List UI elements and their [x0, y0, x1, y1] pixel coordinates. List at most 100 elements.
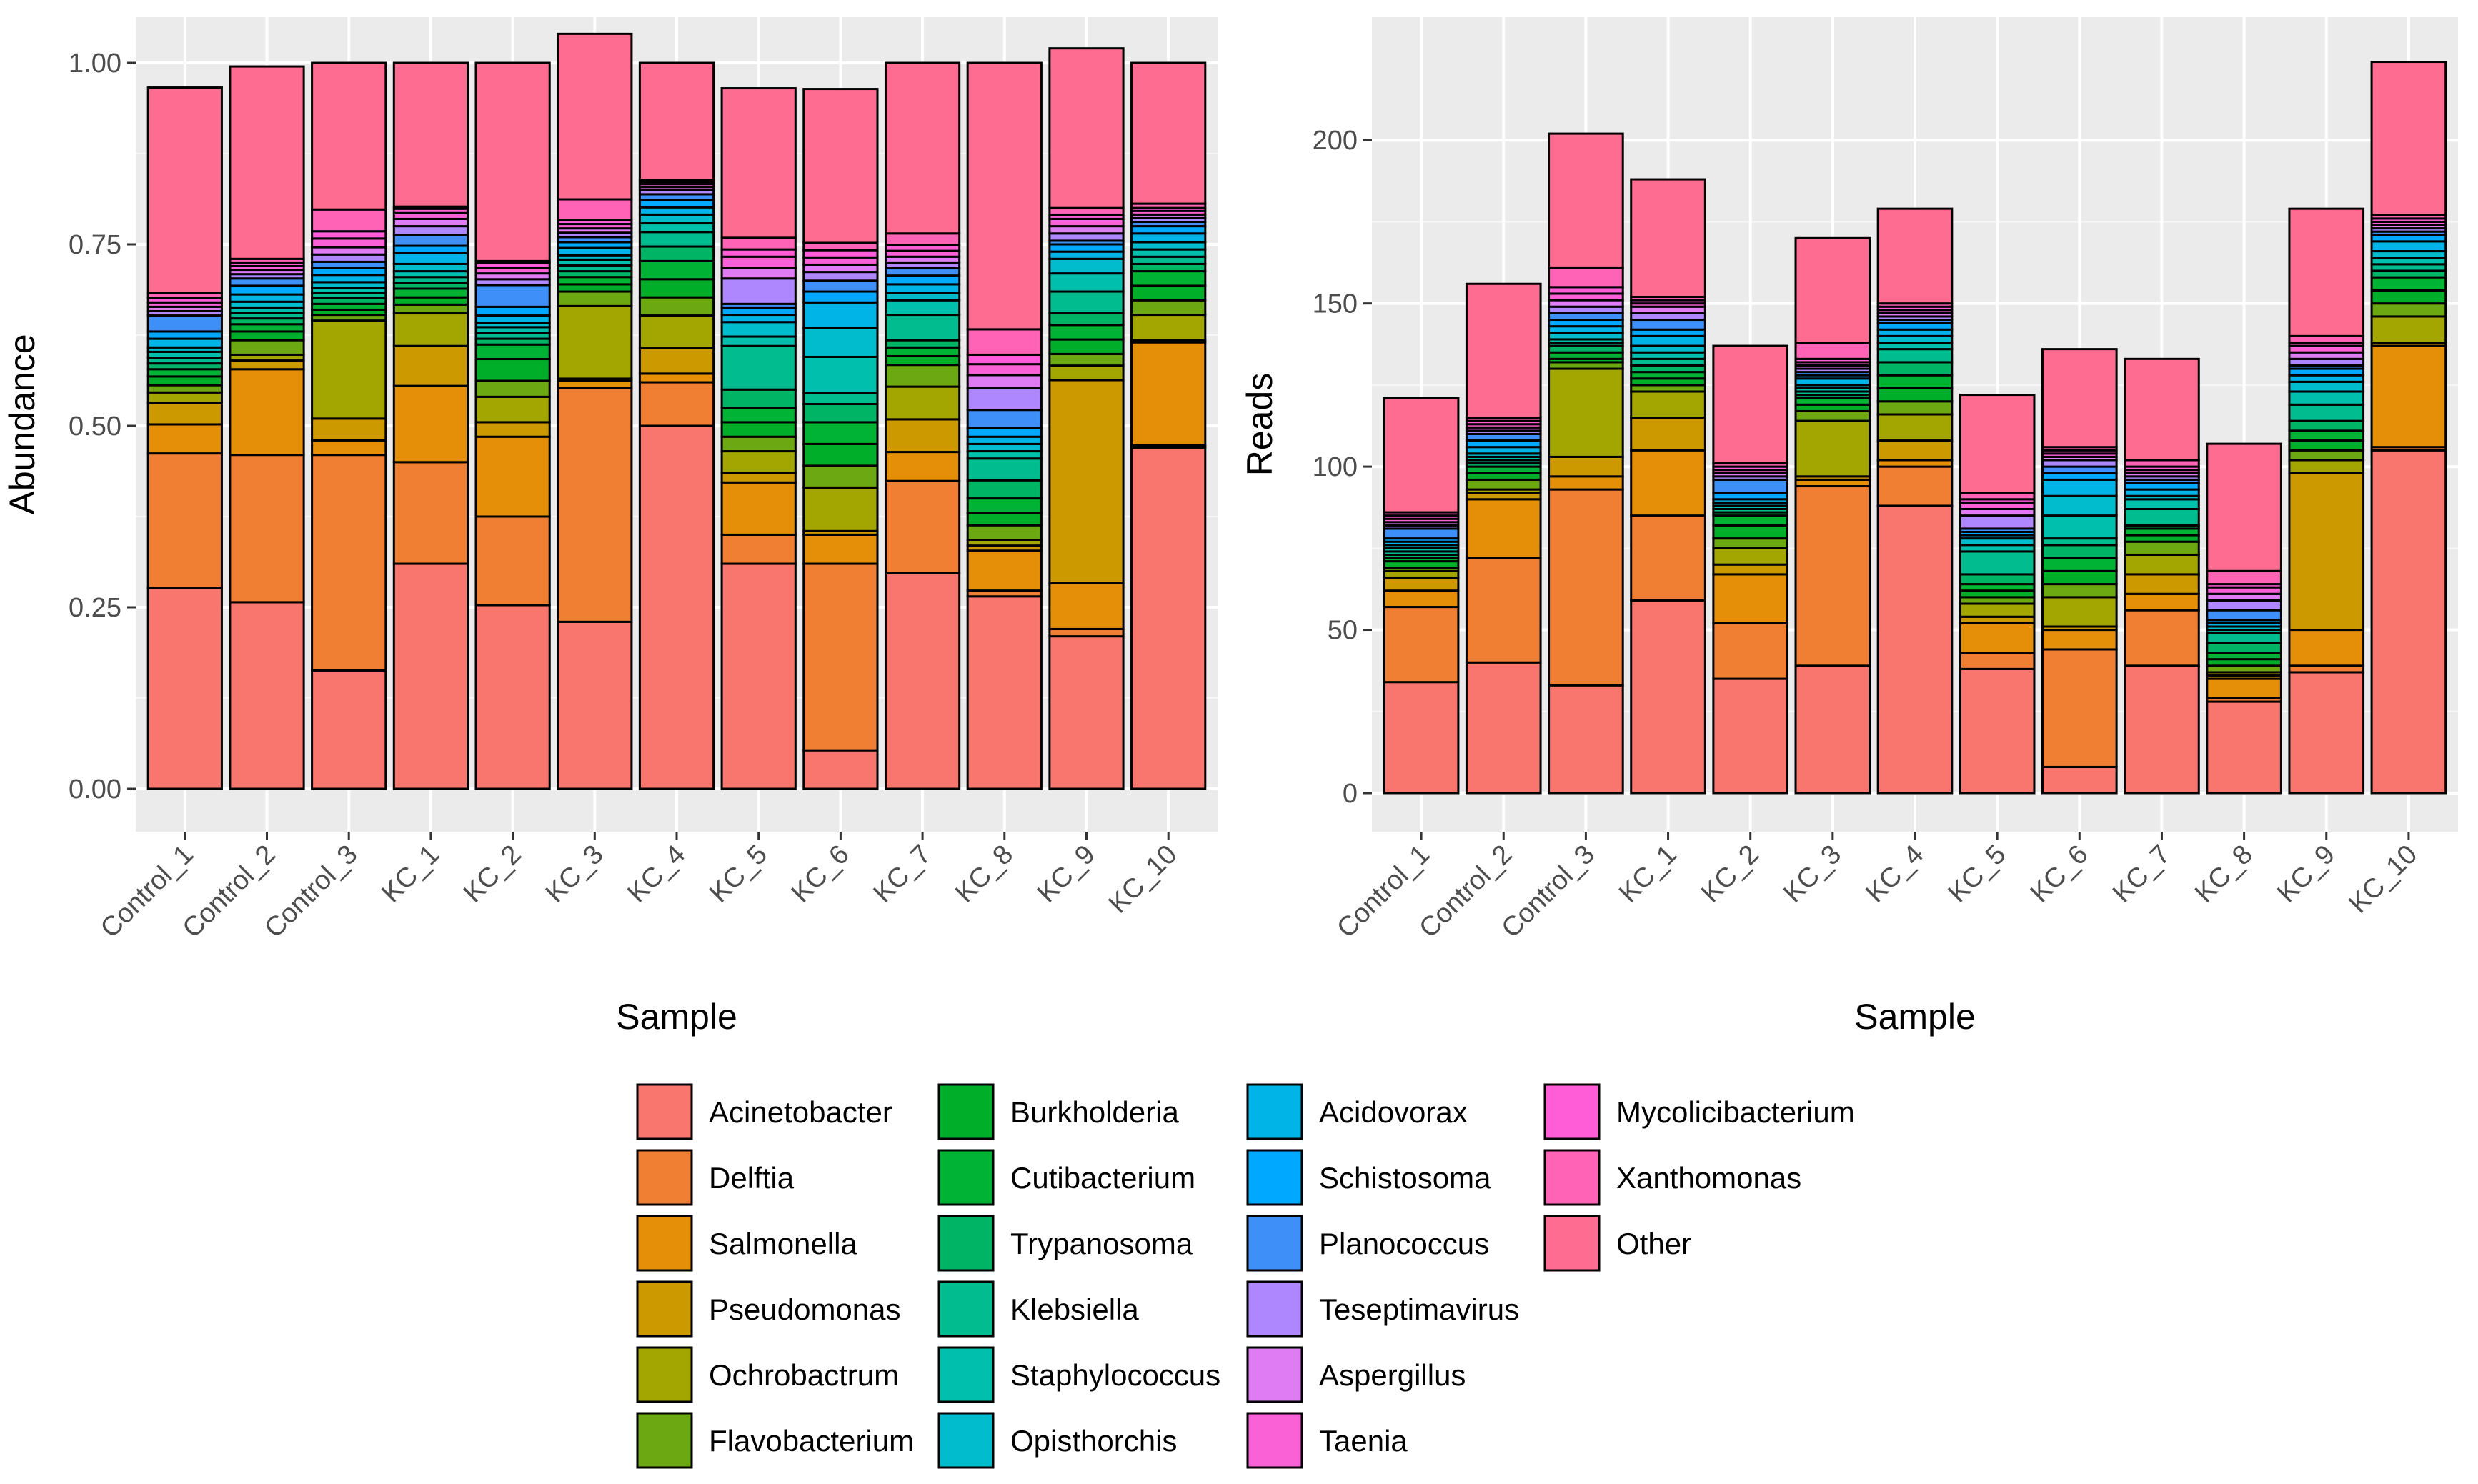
bar-KC_8	[2206, 442, 2282, 795]
bar-segment-acinetobacter	[884, 572, 961, 790]
bar-segment-delftia	[638, 381, 715, 427]
bar-segment-acinetobacter	[2370, 449, 2447, 795]
bar-segment-acinetobacter	[1712, 677, 1789, 795]
bar-segment-other	[146, 86, 223, 294]
bar-segment-staphylococcus	[2041, 514, 2118, 540]
bar-KC_2	[474, 61, 551, 790]
legend-label: Klebsiella	[1010, 1293, 1139, 1326]
bar-segment-delftia	[392, 461, 469, 565]
bar-segment-planococcus	[1383, 527, 1460, 540]
bar-segment-acinetobacter	[720, 562, 797, 790]
bar-segment-klebsiella	[966, 457, 1043, 482]
legend-key	[937, 1412, 995, 1469]
bar-segment-salmonella	[1630, 449, 1706, 517]
bar-segment-delftia	[1876, 465, 1954, 507]
bar-segment-delftia	[229, 454, 305, 604]
x-tick-label: KC_3	[540, 840, 609, 909]
bar-segment-cutibacterium	[2288, 429, 2365, 442]
bar-segment-trypanosoma	[638, 245, 715, 262]
bar-segment-klebsiella	[802, 392, 879, 406]
bar-segment-schistosoma	[884, 274, 961, 286]
bar-Control_1	[146, 86, 223, 790]
bar-segment-acidovorax	[2041, 478, 2118, 497]
bar-segment-burkholderia	[966, 512, 1043, 527]
bar-segment-xanthomonas	[1048, 206, 1125, 216]
bar-segment-acinetobacter	[392, 562, 469, 790]
y-tick-label: 100	[1313, 452, 1358, 482]
abundance-chart: 0.000.250.500.751.00Control_1Control_2Co…	[2, 17, 1218, 1037]
y-tick-label: 0.25	[69, 593, 121, 623]
bar-segment-acinetobacter	[311, 669, 387, 790]
legend-item-taenia: Taenia	[1246, 1412, 1408, 1469]
legend-label: Planococcus	[1319, 1227, 1489, 1260]
bar-segment-salmonella	[2206, 677, 2282, 700]
bar-segment-xanthomonas	[311, 208, 387, 233]
bar-segment-schistosoma	[966, 427, 1043, 438]
bar-segment-flavobacterium	[1048, 352, 1125, 367]
bar-segment-acinetobacter	[1548, 684, 1624, 795]
legend-key	[937, 1280, 995, 1338]
bar-segment-acinetobacter	[1130, 446, 1207, 790]
bar-segment-planococcus	[1712, 478, 1789, 494]
x-tick-label: KC_9	[1032, 840, 1101, 909]
bar-segment-acinetobacter	[966, 595, 1043, 790]
bar-segment-aspergillus	[720, 267, 797, 280]
legend-label: Teseptimavirus	[1319, 1293, 1519, 1326]
y-tick-label: 50	[1328, 616, 1358, 646]
bar-segment-flavobacterium	[392, 303, 469, 315]
bar-segment-salmonella	[392, 384, 469, 464]
legend-item-other: Other	[1543, 1215, 1691, 1272]
bar-segment-other	[2206, 442, 2282, 572]
legend-label: Other	[1616, 1227, 1691, 1260]
bar-segment-burkholderia	[720, 421, 797, 438]
bar-segment-salmonella	[557, 379, 633, 389]
bar-segment-staphylococcus	[802, 355, 879, 394]
legend-item-teseptimavirus: Teseptimavirus	[1246, 1280, 1519, 1338]
bar-segment-burkholderia	[229, 330, 305, 342]
legend-item-flavobacterium: Flavobacterium	[636, 1412, 914, 1469]
bar-segment-burkholderia	[1130, 284, 1207, 302]
bar-segment-staphylococcus	[720, 335, 797, 347]
bar-segment-salmonella	[146, 423, 223, 455]
bar-segment-opisthorchis	[720, 321, 797, 338]
bar-segment-acinetobacter	[1794, 664, 1871, 795]
bar-segment-aspergillus	[802, 263, 879, 274]
bar-segment-ochrobactrum	[1712, 547, 1789, 566]
x-tick-label: KC_4	[1860, 840, 1929, 909]
bar-segment-planococcus	[474, 284, 551, 308]
bar-segment-burkholderia	[2288, 439, 2365, 452]
legend-label: Salmonella	[709, 1227, 857, 1260]
bar-segment-planococcus	[229, 277, 305, 287]
bar-segment-flavobacterium	[1130, 299, 1207, 317]
legend-item-klebsiella: Klebsiella	[937, 1280, 1139, 1338]
bar-segment-acinetobacter	[1876, 504, 1954, 795]
bar-segment-cutibacterium	[392, 287, 469, 299]
bar-segment-delftia	[1630, 514, 1706, 602]
bar-segment-pseudomonas	[2124, 573, 2200, 595]
bar-segment-ochrobactrum	[1794, 419, 1871, 478]
y-tick-label: 200	[1313, 126, 1358, 156]
bar-segment-pseudomonas	[1048, 379, 1125, 584]
bar-KC_4	[1876, 207, 1954, 795]
legend-item-schistosoma: Schistosoma	[1246, 1149, 1491, 1206]
legend-key	[1246, 1083, 1303, 1140]
legend-item-cutibacterium: Cutibacterium	[937, 1149, 1195, 1206]
bar-segment-ochrobactrum	[720, 450, 797, 474]
legend-item-xanthomonas: Xanthomonas	[1543, 1149, 1801, 1206]
legend-item-acinetobacter: Acinetobacter	[636, 1083, 892, 1140]
bar-segment-planococcus	[392, 234, 469, 247]
legend-key	[1246, 1215, 1303, 1272]
bar-segment-salmonella	[1048, 582, 1125, 630]
bar-KC_4	[638, 61, 715, 790]
legend-key	[1543, 1215, 1601, 1272]
bar-KC_1	[1630, 178, 1706, 795]
bar-segment-trypanosoma	[2206, 642, 2282, 654]
bar-segment-acidovorax	[638, 206, 715, 216]
bar-segment-planococcus	[1630, 319, 1706, 331]
bar-segment-schistosoma	[1048, 243, 1125, 253]
bar-KC_2	[1712, 344, 1789, 795]
bar-segment-acidovorax	[720, 314, 797, 324]
x-tick-label: KC_2	[458, 840, 527, 909]
legend-key	[1246, 1346, 1303, 1403]
